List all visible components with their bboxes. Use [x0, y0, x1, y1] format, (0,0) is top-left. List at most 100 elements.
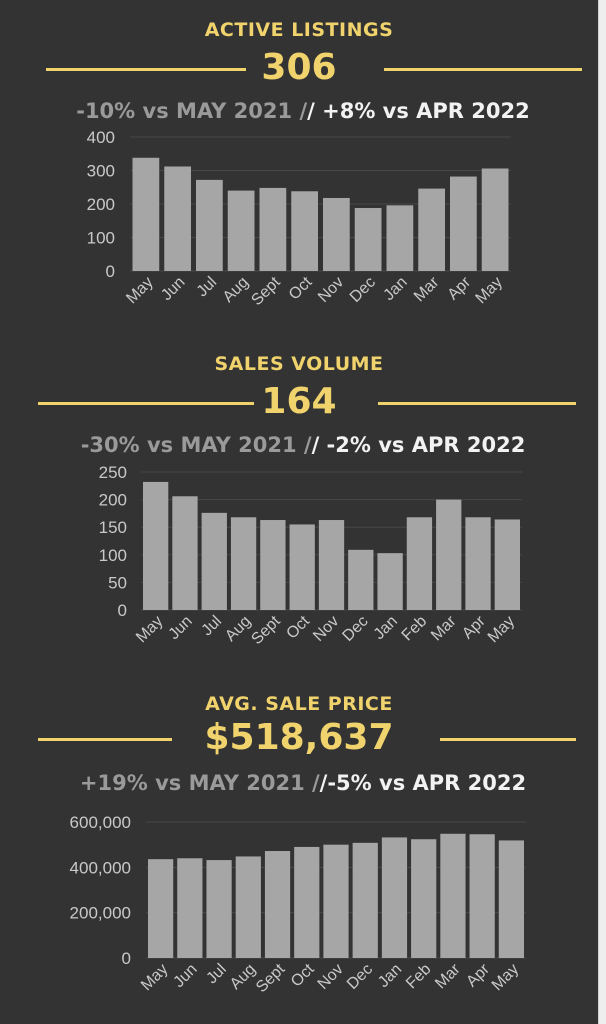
x-tick-label: Jan — [371, 613, 401, 643]
x-tick-label: Sept — [248, 612, 284, 648]
bar — [264, 851, 291, 958]
x-tick-label: Nov — [315, 274, 347, 306]
x-tick-label: Oct — [286, 273, 316, 303]
x-tick-label: May — [133, 613, 166, 646]
y-tick-label: 200 — [99, 491, 127, 510]
bar — [469, 834, 495, 958]
x-tick-label: Apr — [445, 273, 475, 303]
bar — [132, 157, 160, 271]
x-tick-label: Jul — [194, 274, 220, 300]
x-tick-label: Dec — [339, 613, 371, 645]
bar — [406, 517, 433, 610]
y-tick-label: 300 — [87, 162, 115, 181]
y-tick-label: 200,000 — [70, 904, 131, 923]
bar — [348, 549, 374, 610]
left-rule — [46, 68, 246, 71]
x-tick-label: Jul — [203, 961, 229, 987]
x-tick-label: Jan — [380, 274, 410, 304]
y-tick-label: 150 — [99, 518, 127, 537]
y-tick-label: 250 — [99, 463, 127, 482]
y-tick-label: 200 — [87, 195, 115, 214]
bar — [323, 844, 349, 958]
bar — [289, 524, 315, 610]
x-tick-label: Feb — [403, 961, 435, 993]
bar — [318, 520, 345, 610]
right-rule — [384, 68, 582, 71]
bar — [148, 859, 174, 958]
sales-volume-title: SALES VOLUME — [214, 353, 384, 375]
bar — [411, 839, 437, 958]
x-tick-label: Apr — [459, 612, 489, 642]
x-tick-label: Dec — [347, 274, 379, 306]
avg-sale-price-comparison: +19% vs MAY 2021 //-5% vs APR 2022 — [0, 771, 606, 795]
y-tick-label: 50 — [108, 573, 127, 592]
bar — [352, 842, 378, 958]
avg-sale-price-title: AVG. SALE PRICE — [205, 693, 393, 715]
bar — [201, 512, 227, 610]
bar — [498, 840, 524, 958]
x-tick-label: Jun — [170, 961, 200, 991]
x-tick-label: Aug — [222, 613, 254, 645]
x-tick-label: Aug — [227, 961, 259, 993]
bar — [235, 856, 261, 958]
y-tick-label: 600,000 — [70, 813, 131, 832]
bar — [381, 837, 408, 958]
bar — [386, 205, 414, 271]
bar — [172, 496, 198, 610]
x-tick-label: Sept — [253, 960, 289, 996]
y-tick-label: 100 — [99, 546, 127, 565]
bar — [227, 190, 255, 271]
vs-year-text: -30% vs MAY 2021 / — [80, 433, 312, 457]
bar — [494, 519, 520, 610]
avg-sale-price-value: $518,637 — [204, 717, 394, 758]
bar — [323, 197, 350, 271]
y-tick-label: 100 — [87, 229, 115, 248]
bar — [177, 858, 203, 958]
active-listings-title: ACTIVE LISTINGS — [204, 19, 394, 41]
x-tick-label: Jun — [158, 274, 188, 304]
x-tick-label: May — [489, 961, 522, 994]
bar — [164, 166, 191, 271]
bar — [230, 517, 257, 610]
x-tick-label: May — [123, 274, 156, 307]
vs-month-text: /-5% vs APR 2022 — [319, 771, 527, 795]
y-tick-label: 0 — [106, 262, 115, 281]
vs-year-text: -10% vs MAY 2021 / — [76, 99, 308, 123]
x-tick-label: Jan — [375, 961, 405, 991]
bar — [436, 499, 462, 610]
bar — [440, 833, 466, 958]
vs-month-text: / -2% vs APR 2022 — [311, 433, 526, 457]
x-tick-label: May — [485, 613, 518, 646]
bar — [418, 188, 445, 271]
active-listings-value: 306 — [261, 47, 337, 88]
x-tick-label: Mar — [432, 960, 464, 992]
x-tick-label: Apr — [463, 960, 493, 990]
x-tick-label: Nov — [310, 613, 342, 645]
x-tick-label: Aug — [220, 274, 252, 306]
left-rule — [38, 738, 172, 741]
bar — [260, 520, 286, 610]
x-tick-label: Sept — [248, 273, 284, 309]
x-tick-label: Oct — [288, 960, 318, 990]
x-tick-label: Jul — [199, 613, 225, 639]
x-tick-label: Nov — [315, 961, 347, 993]
bar — [294, 846, 320, 958]
bar — [206, 860, 232, 958]
x-tick-label: May — [138, 961, 171, 994]
bar — [465, 517, 491, 610]
bar — [450, 176, 477, 271]
sales-volume-comparison: -30% vs MAY 2021 // -2% vs APR 2022 — [0, 433, 606, 457]
right-rule — [378, 402, 576, 405]
x-tick-label: Mar — [428, 612, 460, 644]
x-tick-label: Jun — [166, 613, 196, 643]
bar — [377, 553, 403, 610]
active-listings-comparison: -10% vs MAY 2021 // +8% vs APR 2022 — [0, 99, 606, 123]
left-rule — [38, 402, 254, 405]
bar — [143, 481, 169, 610]
y-tick-label: 400 — [87, 128, 115, 147]
bar — [354, 208, 382, 271]
